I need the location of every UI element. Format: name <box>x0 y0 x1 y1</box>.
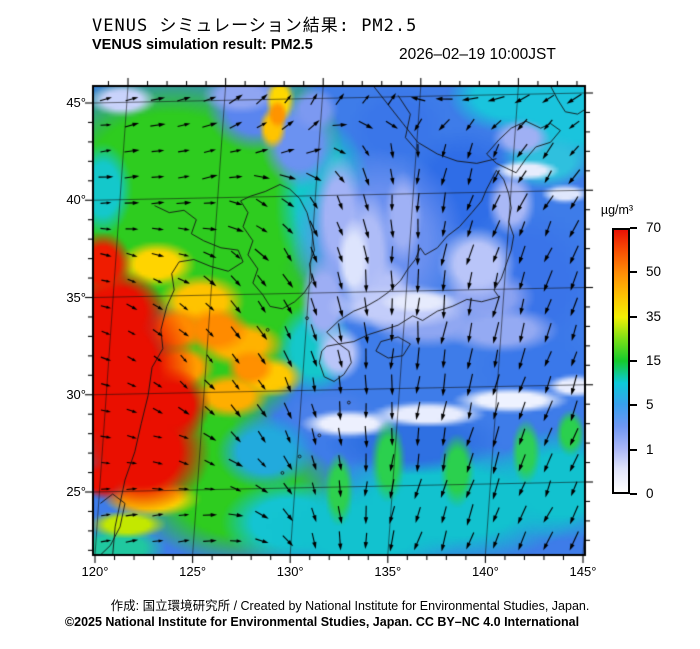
lon-tick-label: 120° <box>81 564 109 579</box>
colorbar-tick-label: 50 <box>646 264 662 280</box>
colorbar-tick <box>630 448 637 451</box>
footer-credit: 作成: 国立環境研究所 / Created by National Instit… <box>110 599 590 613</box>
colorbar-tick <box>630 271 637 274</box>
lat-tick-label: 40° <box>66 192 86 208</box>
lon-tick-label: 135° <box>374 564 402 579</box>
lat-tick-label: 30° <box>66 386 86 402</box>
lat-tick-label: 35° <box>66 289 86 305</box>
forecast-timestamp: 2026–02–19 10:00JST <box>399 46 556 63</box>
lon-tick-label: 140° <box>471 564 499 579</box>
lon-tick-label: 125° <box>179 564 207 579</box>
lat-tick-label: 45° <box>66 95 86 110</box>
map-canvas <box>73 66 605 575</box>
colorbar-tick <box>630 360 637 362</box>
colorbar-unit-label: µg/m³ <box>600 203 634 217</box>
colorbar-tick <box>630 315 637 318</box>
colorbar <box>612 228 630 494</box>
colorbar-tick-label: 70 <box>646 220 662 235</box>
page-title-japanese: VENUS シミュレーション結果: PM2.5 <box>92 16 418 36</box>
lat-tick-label: 25° <box>66 484 86 499</box>
colorbar-tick-label: 0 <box>646 486 654 501</box>
colorbar-tick-label: 1 <box>646 441 654 457</box>
colorbar-tick <box>630 493 637 495</box>
colorbar-tick-label: 5 <box>646 397 654 413</box>
page-title-english: VENUS simulation result: PM2.5 <box>92 37 313 53</box>
lon-tick-label: 130° <box>276 564 304 579</box>
colorbar-tick <box>630 404 637 407</box>
colorbar-tick <box>630 227 637 229</box>
colorbar-tick-label: 35 <box>646 308 662 324</box>
lon-tick-label: 145° <box>569 564 597 579</box>
footer-license: ©2025 National Institute for Environment… <box>64 615 580 629</box>
colorbar-tick-label: 15 <box>646 353 662 368</box>
